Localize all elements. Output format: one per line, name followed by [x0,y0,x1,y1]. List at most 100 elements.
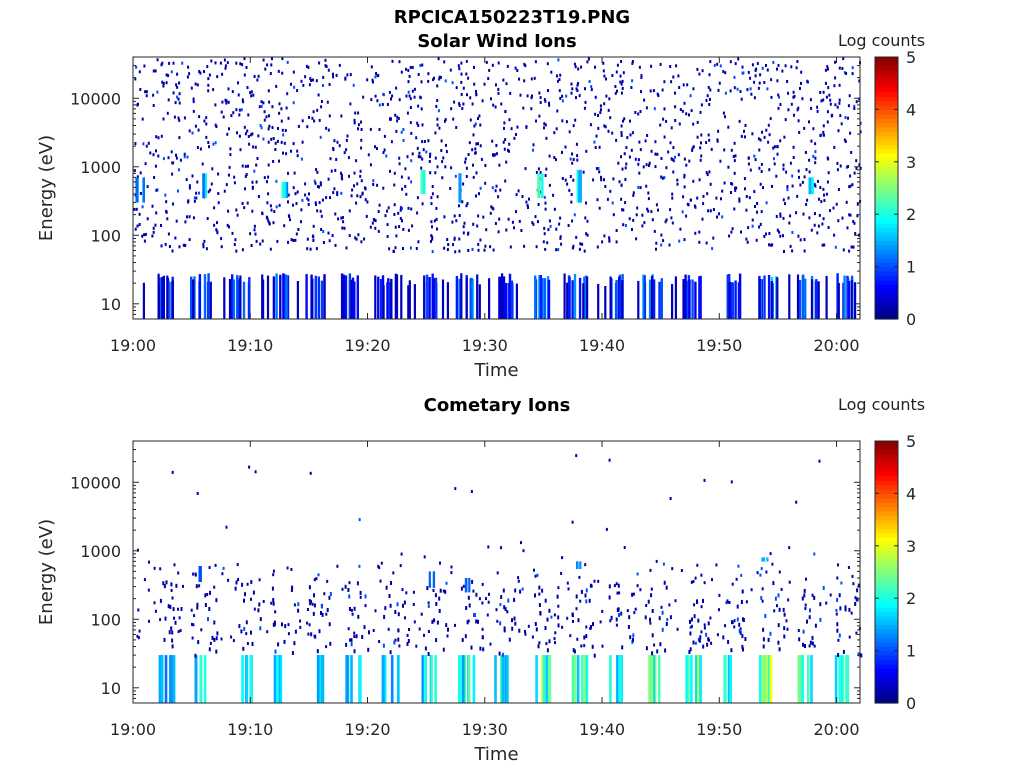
band-pixel [763,275,766,319]
count-pixel [538,603,541,607]
count-pixel [533,76,536,80]
count-pixel [601,240,604,244]
count-pixel [655,241,658,245]
burst-pixel [432,571,436,588]
count-pixel [421,123,424,127]
count-pixel [319,135,322,139]
count-pixel [479,123,482,127]
count-pixel [730,230,733,234]
count-pixel [191,131,194,135]
colorbar-segment [875,676,898,682]
count-pixel [694,231,697,235]
count-pixel [419,64,422,67]
band-pixel [207,273,210,319]
count-pixel [845,165,848,169]
count-pixel [135,207,138,211]
count-pixel [355,201,358,205]
count-pixel [822,130,825,134]
count-pixel [727,125,730,129]
count-pixel [513,136,516,140]
count-pixel [486,613,489,617]
count-pixel [631,592,634,597]
count-pixel [696,196,699,200]
count-pixel [207,141,210,144]
count-pixel [627,625,630,629]
count-pixel [196,83,199,87]
count-pixel [662,117,665,121]
count-pixel [225,99,228,103]
count-pixel [144,162,147,166]
count-pixel [481,635,484,640]
count-pixel [608,97,611,101]
count-pixel [152,69,155,73]
count-pixel [439,75,442,79]
band-pixel [776,277,779,319]
count-pixel [165,580,168,585]
count-pixel [241,63,244,67]
count-pixel [803,588,806,593]
count-pixel [196,180,199,184]
count-pixel [301,198,304,202]
burst-pixel [321,655,324,703]
burst-pixel [459,655,463,703]
count-pixel [572,124,575,128]
count-pixel [153,601,156,605]
count-pixel [614,91,617,95]
count-pixel [572,619,574,623]
count-pixel [833,145,836,149]
count-pixel [308,585,311,590]
count-pixel [477,214,480,218]
count-pixel [532,148,534,152]
count-pixel [495,608,498,612]
count-pixel [716,633,719,637]
count-pixel [399,217,402,220]
count-pixel [709,97,711,101]
count-pixel [854,596,857,600]
count-pixel [372,183,375,186]
count-pixel [743,129,745,133]
count-pixel [812,154,815,158]
band-pixel [388,282,391,319]
count-pixel [617,583,620,588]
count-pixel [306,125,309,129]
count-pixel [188,215,191,219]
count-pixel [559,216,562,220]
count-pixel [170,150,173,154]
count-pixel [489,642,492,646]
count-pixel [402,128,405,131]
count-pixel [393,213,396,216]
count-pixel [732,155,735,158]
count-pixel [709,616,712,620]
colorbar-segment [875,284,898,290]
burst-pixel [765,655,768,703]
count-pixel [233,175,236,179]
colorbar-segment [875,214,898,220]
colorbar-segment [875,109,898,115]
count-pixel [153,566,156,570]
count-pixel [184,243,187,247]
band-pixel [488,278,491,319]
count-pixel [837,653,840,657]
count-pixel [582,170,585,174]
count-pixel [209,641,212,645]
colorbar-segment [875,270,898,276]
count-pixel [364,594,367,599]
count-pixel [553,613,556,617]
count-pixel [819,602,822,607]
count-pixel [640,74,643,78]
count-pixel [241,202,244,205]
count-pixel [162,82,165,85]
band-pixel [423,275,426,319]
count-pixel [662,562,665,566]
count-pixel [455,86,458,90]
count-pixel [761,587,764,591]
count-pixel [820,200,823,204]
count-pixel [155,211,158,215]
count-pixel [336,191,339,195]
count-pixel [761,130,763,134]
count-pixel [329,196,331,200]
count-pixel [438,126,441,130]
count-pixel [435,206,438,210]
count-pixel [355,159,358,163]
count-pixel [427,601,430,605]
